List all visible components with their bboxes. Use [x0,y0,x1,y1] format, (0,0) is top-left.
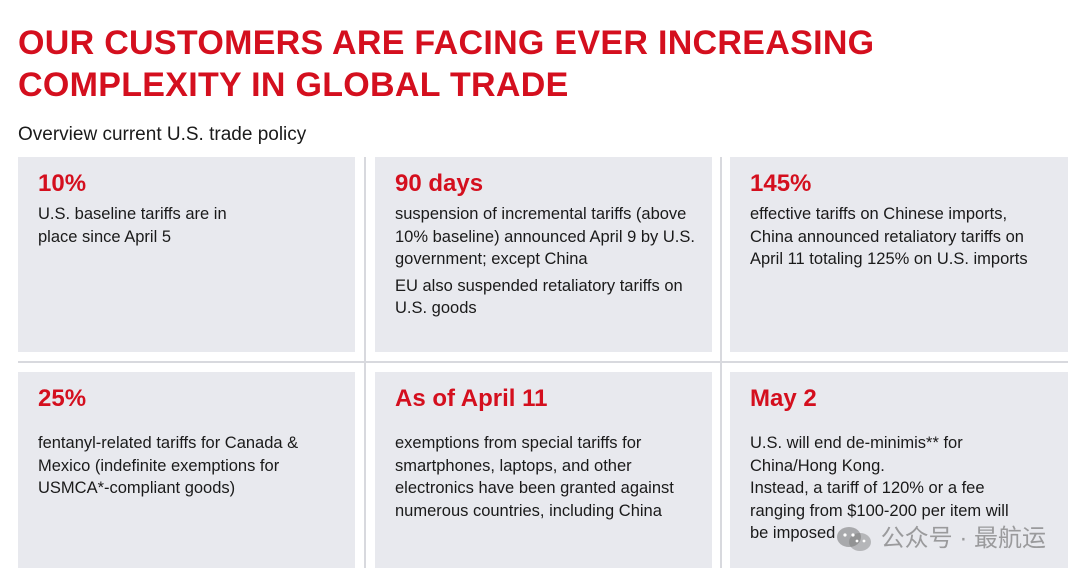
card-headline: May 2 [750,385,817,412]
page-title: OUR CUSTOMERS ARE FACING EVER INCREASING… [18,24,875,104]
card-body-secondary: Instead, a tariff of 120% or a fee rangi… [750,479,1009,543]
row-divider [18,361,1068,363]
card-body: U.S. will end de-minimis** for China/Hon… [750,434,963,475]
card-body: suspension of incremental tariffs (above… [395,205,695,269]
watermark: 公众号 · 最航运 [835,525,1046,553]
card-headline: 10% [38,170,87,197]
card-suspension: 90 days suspension of incremental tariff… [375,157,712,352]
card-body: U.S. baseline tariffs are in place since… [38,205,227,246]
card-headline: 145% [750,170,812,197]
card-de-minimis: May 2 U.S. will end de-minimis** for Chi… [730,372,1068,568]
card-headline: 25% [38,385,87,412]
card-body-secondary: EU also suspended retaliatory tariffs on… [395,276,683,318]
card-headline: As of April 11 [395,385,548,412]
card-baseline-tariffs: 10% U.S. baseline tariffs are in place s… [18,157,355,352]
card-body: exemptions from special tariffs for smar… [395,434,674,520]
wechat-icon [835,525,873,553]
watermark-text: 公众号 · 最航运 [880,525,1046,552]
card-electronics-exemptions: As of April 11 exemptions from special t… [375,372,712,568]
page-subtitle: Overview current U.S. trade policy [18,124,307,145]
card-body: fentanyl-related tariffs for Canada & Me… [38,434,299,498]
card-china-tariffs: 145% effective tariffs on Chinese import… [730,157,1068,352]
card-headline: 90 days [395,170,484,197]
card-fentanyl-tariffs: 25% fentanyl-related tariffs for Canada … [18,372,355,568]
card-body: effective tariffs on Chinese imports, Ch… [750,205,1028,269]
